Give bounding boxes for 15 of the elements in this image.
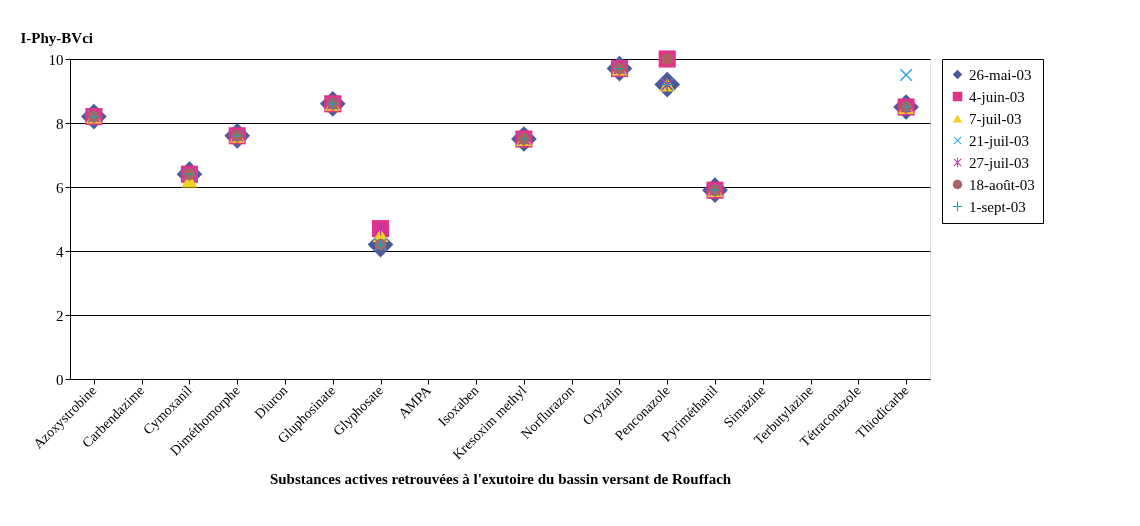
y-tick-label: 0 [56,371,64,388]
legend-label: 26-mai-03 [969,66,1032,83]
legend-label: 4-juin-03 [969,88,1025,105]
y-tick-label: 8 [56,115,64,132]
y-tick-label: 10 [48,51,64,68]
x-axis-title: Substances actives retrouvées à l'exutoire du bassin versant de Rouffach [269,471,732,488]
y-axis-title: I-Phy-BVci [20,29,93,46]
y-tick-label: 6 [56,179,64,196]
y-tick-label: 2 [56,307,64,324]
legend-label: 1-sept-03 [969,198,1026,215]
y-tick-label: 4 [56,243,64,260]
legend-label: 7-juil-03 [969,110,1022,127]
legend-label: 21-juil-03 [969,132,1029,149]
legend-label: 27-juil-03 [969,154,1029,171]
legend-label: 18-août-03 [969,176,1035,193]
